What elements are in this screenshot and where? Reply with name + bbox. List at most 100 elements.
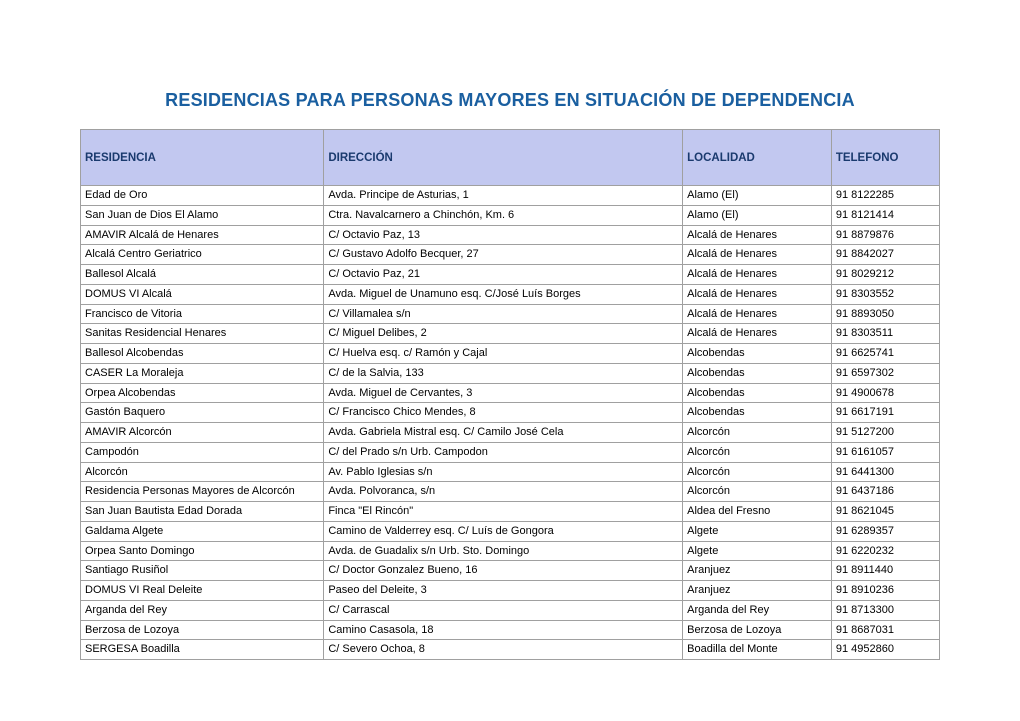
- table-body: Edad de OroAvda. Principe de Asturias, 1…: [81, 186, 940, 660]
- table-cell: Alcalá de Henares: [683, 284, 832, 304]
- table-cell: C/ del Prado s/n Urb. Campodon: [324, 442, 683, 462]
- table-cell: 91 8303511: [831, 324, 939, 344]
- page: RESIDENCIAS PARA PERSONAS MAYORES EN SIT…: [0, 0, 1020, 700]
- table-cell: Arganda del Rey: [81, 600, 324, 620]
- table-cell: 91 6289357: [831, 521, 939, 541]
- table-cell: Paseo del Deleite, 3: [324, 581, 683, 601]
- table-row: CASER La MoralejaC/ de la Salvia, 133Alc…: [81, 363, 940, 383]
- table-cell: Alcobendas: [683, 403, 832, 423]
- table-cell: 91 8842027: [831, 245, 939, 265]
- table-cell: C/ Huelva esq. c/ Ramón y Cajal: [324, 344, 683, 364]
- table-cell: Avda. Miguel de Cervantes, 3: [324, 383, 683, 403]
- table-cell: DOMUS VI Real Deleite: [81, 581, 324, 601]
- table-cell: Aranjuez: [683, 561, 832, 581]
- table-cell: 91 6161057: [831, 442, 939, 462]
- table-cell: 91 6597302: [831, 363, 939, 383]
- table-cell: Orpea Alcobendas: [81, 383, 324, 403]
- table-cell: Arganda del Rey: [683, 600, 832, 620]
- table-cell: Francisco de Vitoria: [81, 304, 324, 324]
- table-cell: Aldea del Fresno: [683, 502, 832, 522]
- table-cell: Alcobendas: [683, 344, 832, 364]
- table-cell: San Juan de Dios El Alamo: [81, 205, 324, 225]
- table-cell: 91 8122285: [831, 186, 939, 206]
- table-cell: 91 6617191: [831, 403, 939, 423]
- table-cell: Alcalá de Henares: [683, 324, 832, 344]
- table-row: Francisco de VitoriaC/ Villamalea s/nAlc…: [81, 304, 940, 324]
- table-cell: Residencia Personas Mayores de Alcorcón: [81, 482, 324, 502]
- table-row: AMAVIR AlcorcónAvda. Gabriela Mistral es…: [81, 423, 940, 443]
- table-cell: Alcalá de Henares: [683, 304, 832, 324]
- table-row: Orpea Santo DomingoAvda. de Guadalix s/n…: [81, 541, 940, 561]
- table-cell: Ballesol Alcalá: [81, 265, 324, 285]
- table-cell: 91 6625741: [831, 344, 939, 364]
- table-row: Galdama AlgeteCamino de Valderrey esq. C…: [81, 521, 940, 541]
- table-row: San Juan de Dios El AlamoCtra. Navalcarn…: [81, 205, 940, 225]
- table-cell: Orpea Santo Domingo: [81, 541, 324, 561]
- table-cell: Alcorcón: [683, 482, 832, 502]
- table-cell: Alamo (El): [683, 186, 832, 206]
- table-cell: Berzosa de Lozoya: [81, 620, 324, 640]
- table-row: DOMUS VI Real DeleitePaseo del Deleite, …: [81, 581, 940, 601]
- table-cell: Alcorcón: [81, 462, 324, 482]
- table-cell: Ctra. Navalcarnero a Chinchón, Km. 6: [324, 205, 683, 225]
- table-cell: C/ Octavio Paz, 21: [324, 265, 683, 285]
- col-header-direccion: DIRECCIÓN: [324, 130, 683, 186]
- table-row: Alcalá Centro GeriatricoC/ Gustavo Adolf…: [81, 245, 940, 265]
- table-cell: AMAVIR Alcalá de Henares: [81, 225, 324, 245]
- table-cell: Alcobendas: [683, 383, 832, 403]
- table-cell: Algete: [683, 521, 832, 541]
- table-cell: Camino Casasola, 18: [324, 620, 683, 640]
- table-row: Arganda del ReyC/ CarrascalArganda del R…: [81, 600, 940, 620]
- table-cell: Aranjuez: [683, 581, 832, 601]
- table-cell: C/ Miguel Delibes, 2: [324, 324, 683, 344]
- residencias-table: RESIDENCIA DIRECCIÓN LOCALIDAD TELEFONO …: [80, 129, 940, 660]
- table-cell: Camino de Valderrey esq. C/ Luís de Gong…: [324, 521, 683, 541]
- col-header-residencia: RESIDENCIA: [81, 130, 324, 186]
- table-cell: 91 8713300: [831, 600, 939, 620]
- table-cell: C/ Gustavo Adolfo Becquer, 27: [324, 245, 683, 265]
- table-cell: 91 5127200: [831, 423, 939, 443]
- table-row: Orpea AlcobendasAvda. Miguel de Cervante…: [81, 383, 940, 403]
- table-cell: 91 8879876: [831, 225, 939, 245]
- table-cell: Alcorcón: [683, 462, 832, 482]
- table-row: CampodónC/ del Prado s/n Urb. CampodonAl…: [81, 442, 940, 462]
- table-cell: 91 4900678: [831, 383, 939, 403]
- table-cell: 91 8687031: [831, 620, 939, 640]
- table-row: Gastón BaqueroC/ Francisco Chico Mendes,…: [81, 403, 940, 423]
- table-cell: Campodón: [81, 442, 324, 462]
- table-cell: C/ Francisco Chico Mendes, 8: [324, 403, 683, 423]
- table-cell: AMAVIR Alcorcón: [81, 423, 324, 443]
- table-row: AMAVIR Alcalá de HenaresC/ Octavio Paz, …: [81, 225, 940, 245]
- table-cell: Santiago Rusiñol: [81, 561, 324, 581]
- table-cell: 91 8910236: [831, 581, 939, 601]
- table-cell: 91 8893050: [831, 304, 939, 324]
- table-cell: C/ Villamalea s/n: [324, 304, 683, 324]
- table-cell: Avda. Miguel de Unamuno esq. C/José Luís…: [324, 284, 683, 304]
- table-cell: 91 6441300: [831, 462, 939, 482]
- table-cell: Alcalá de Henares: [683, 265, 832, 285]
- table-cell: 91 8303552: [831, 284, 939, 304]
- table-cell: 91 6220232: [831, 541, 939, 561]
- table-cell: SERGESA Boadilla: [81, 640, 324, 660]
- table-cell: 91 8121414: [831, 205, 939, 225]
- table-row: Edad de OroAvda. Principe de Asturias, 1…: [81, 186, 940, 206]
- table-cell: Ballesol Alcobendas: [81, 344, 324, 364]
- table-cell: Alcobendas: [683, 363, 832, 383]
- table-cell: 91 8911440: [831, 561, 939, 581]
- table-row: Residencia Personas Mayores de AlcorcónA…: [81, 482, 940, 502]
- table-cell: 91 8621045: [831, 502, 939, 522]
- table-cell: Avda. Gabriela Mistral esq. C/ Camilo Jo…: [324, 423, 683, 443]
- table-row: AlcorcónAv. Pablo Iglesias s/nAlcorcón91…: [81, 462, 940, 482]
- table-cell: Alcalá Centro Geriatrico: [81, 245, 324, 265]
- table-cell: Alcorcón: [683, 423, 832, 443]
- table-cell: Avda. Polvoranca, s/n: [324, 482, 683, 502]
- table-cell: Alcorcón: [683, 442, 832, 462]
- table-row: Ballesol AlcaláC/ Octavio Paz, 21Alcalá …: [81, 265, 940, 285]
- table-cell: Avda. de Guadalix s/n Urb. Sto. Domingo: [324, 541, 683, 561]
- table-cell: Finca "El Rincón": [324, 502, 683, 522]
- table-row: DOMUS VI AlcaláAvda. Miguel de Unamuno e…: [81, 284, 940, 304]
- table-cell: C/ Octavio Paz, 13: [324, 225, 683, 245]
- table-cell: Berzosa de Lozoya: [683, 620, 832, 640]
- table-cell: CASER La Moraleja: [81, 363, 324, 383]
- col-header-localidad: LOCALIDAD: [683, 130, 832, 186]
